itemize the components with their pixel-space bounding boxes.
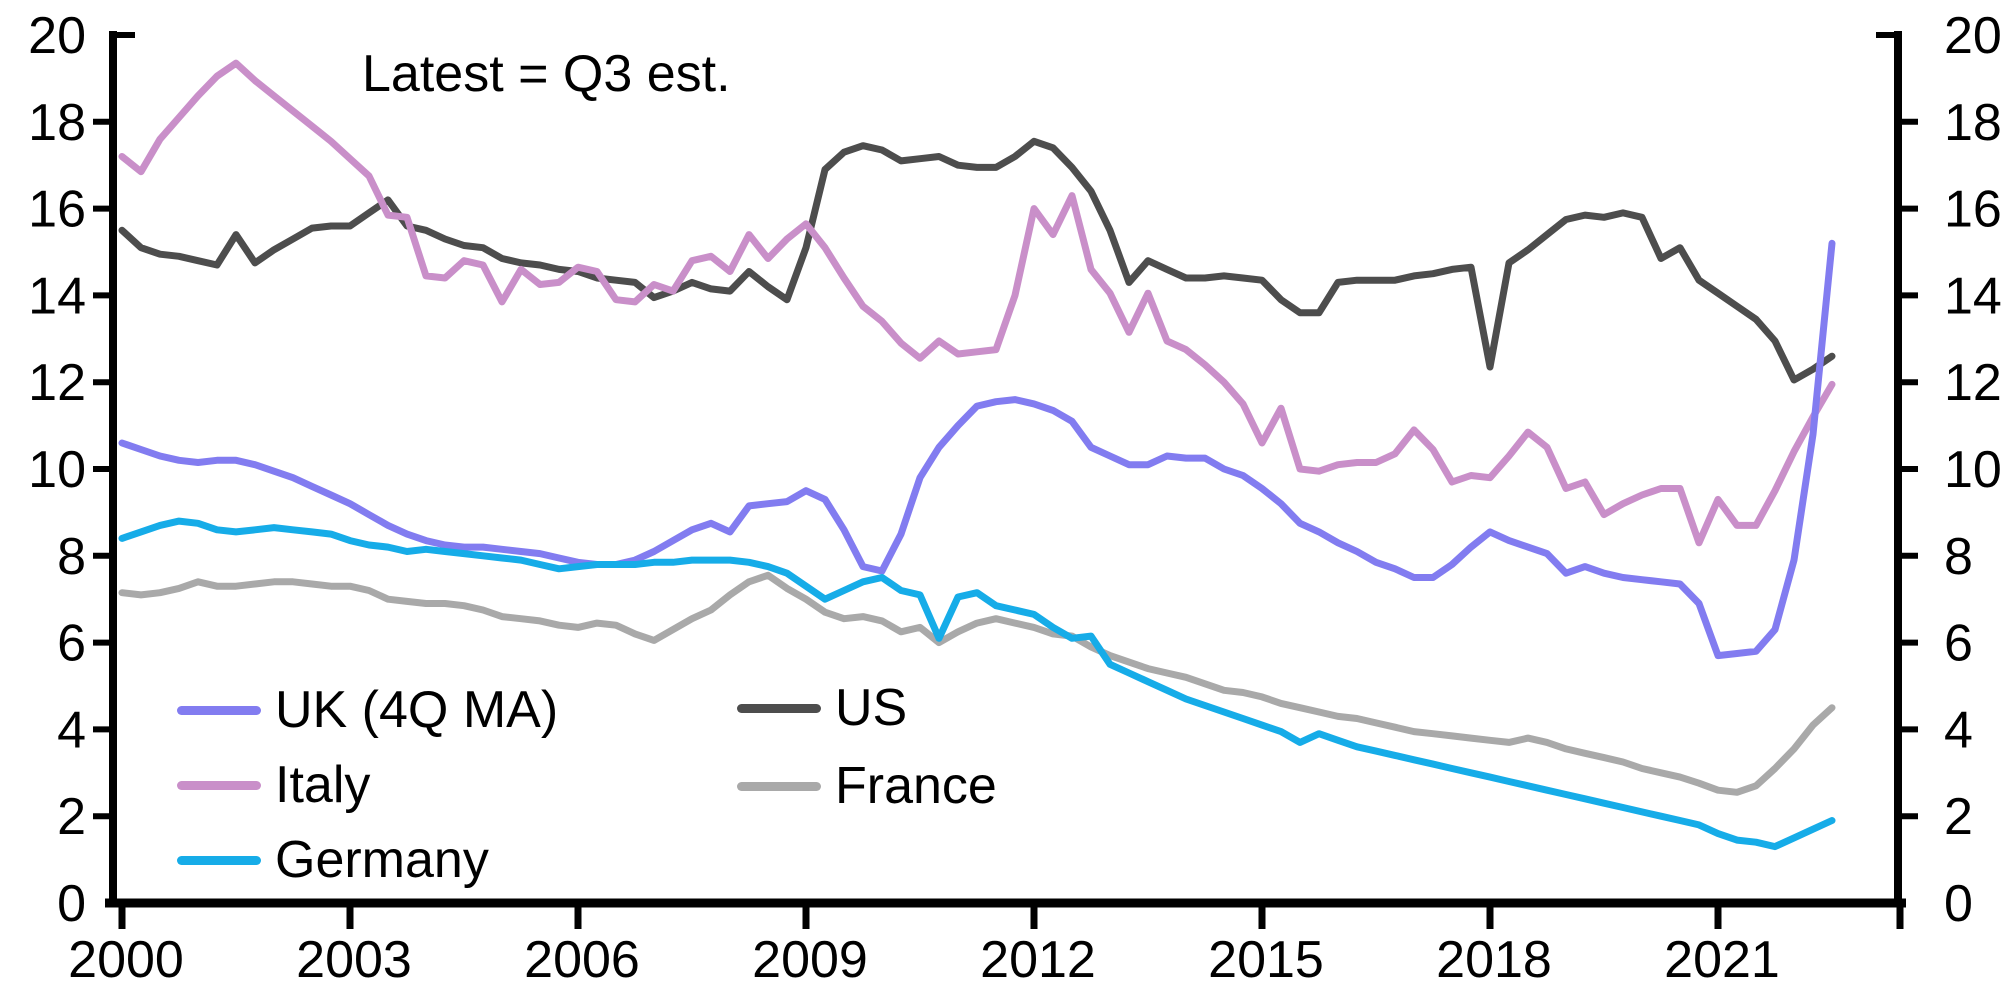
y-axis-tick-label-left: 16 (28, 181, 86, 239)
y-axis-tick-label-right: 12 (1944, 354, 2002, 412)
y-axis-tick-label-right: 10 (1944, 441, 2002, 499)
x-axis-tick-label: 2000 (68, 931, 184, 989)
y-axis-tick-label-left: 18 (28, 94, 86, 152)
legend-label-uk: UK (4Q MA) (275, 681, 559, 739)
y-axis-tick-label-right: 8 (1944, 528, 1973, 586)
x-axis-tick-label: 2018 (1436, 931, 1552, 989)
x-axis-tick-label: 2003 (296, 931, 412, 989)
y-axis-tick-label-left: 12 (28, 354, 86, 412)
legend-item-france: France (737, 754, 997, 818)
y-axis-tick-label-right: 6 (1944, 615, 1973, 673)
y-axis-tick-label-right: 14 (1944, 267, 2002, 325)
y-axis-tick-label-left: 14 (28, 267, 86, 325)
legend-swatch-italy (177, 780, 261, 790)
legend-label-france: France (835, 757, 997, 815)
legend-swatch-germany (177, 855, 261, 865)
x-axis-tick-label: 2012 (980, 931, 1096, 989)
x-axis-tick-label: 2015 (1208, 931, 1324, 989)
series-line-us (118, 137, 1836, 384)
series-line-germany (118, 517, 1836, 851)
legend-swatch-us (737, 703, 821, 713)
legend-label-italy: Italy (275, 756, 371, 814)
y-axis-tick-label-left: 20 (28, 7, 86, 65)
series-line-italy (118, 59, 1836, 547)
y-axis-tick-label-right: 4 (1944, 701, 1973, 759)
y-axis-tick-label-left: 8 (57, 528, 86, 586)
legend-label-us: US (835, 679, 908, 737)
y-axis-tick-label-left: 10 (28, 441, 86, 499)
y-axis-tick-label-left: 6 (57, 615, 86, 673)
x-axis-tick-label: 2009 (752, 931, 868, 989)
x-axis-tick-label: 2021 (1664, 931, 1780, 989)
legend-label-germany: Germany (275, 831, 489, 889)
legend-item-germany: Germany (177, 828, 489, 892)
chart-annotation: Latest = Q3 est. (362, 45, 731, 103)
y-axis-tick-label-right: 20 (1944, 7, 2002, 65)
legend-item-italy: Italy (177, 753, 370, 817)
legend-swatch-uk (177, 705, 261, 715)
series-line-france (118, 571, 1836, 796)
y-axis-tick-label-left: 0 (57, 875, 86, 933)
y-axis-tick-label-right: 0 (1944, 875, 1973, 933)
y-axis-tick-label-right: 2 (1944, 788, 1973, 846)
legend-item-us: US (737, 676, 907, 740)
y-axis-tick-label-right: 16 (1944, 181, 2002, 239)
series-line-uk-q-ma (118, 239, 1836, 660)
y-axis-tick-label-left: 2 (57, 788, 86, 846)
y-axis-tick-label-left: 4 (57, 701, 86, 759)
legend-swatch-france (737, 781, 821, 791)
legend-item-uk: UK (4Q MA) (177, 678, 558, 742)
y-axis-tick-label-right: 18 (1944, 94, 2002, 152)
x-axis-tick-label: 2006 (524, 931, 640, 989)
